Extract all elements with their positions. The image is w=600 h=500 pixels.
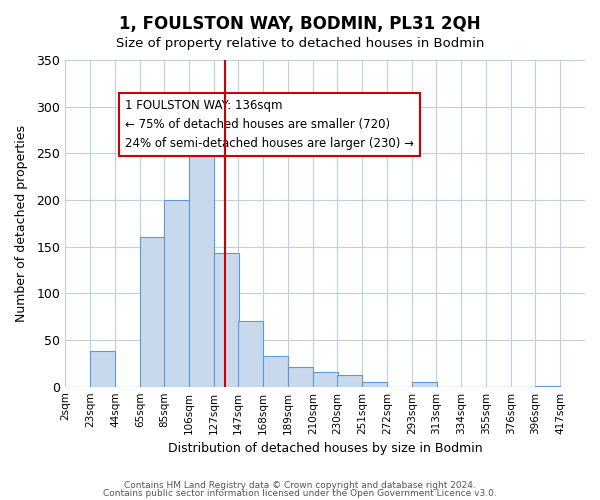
- Bar: [91, 351, 115, 386]
- Bar: [313, 372, 338, 386]
- Bar: [362, 382, 387, 386]
- Bar: [238, 322, 263, 386]
- Bar: [412, 382, 437, 386]
- Bar: [140, 238, 165, 386]
- Text: 1, FOULSTON WAY, BODMIN, PL31 2QH: 1, FOULSTON WAY, BODMIN, PL31 2QH: [119, 15, 481, 33]
- Text: Size of property relative to detached houses in Bodmin: Size of property relative to detached ho…: [116, 38, 484, 51]
- Bar: [164, 200, 189, 386]
- Text: Contains HM Land Registry data © Crown copyright and database right 2024.: Contains HM Land Registry data © Crown c…: [124, 481, 476, 490]
- Text: 1 FOULSTON WAY: 136sqm
← 75% of detached houses are smaller (720)
24% of semi-de: 1 FOULSTON WAY: 136sqm ← 75% of detached…: [125, 99, 414, 150]
- Text: Contains public sector information licensed under the Open Government Licence v3: Contains public sector information licen…: [103, 488, 497, 498]
- Y-axis label: Number of detached properties: Number of detached properties: [15, 125, 28, 322]
- Bar: [190, 147, 214, 386]
- Bar: [263, 356, 288, 386]
- Bar: [214, 253, 239, 386]
- Bar: [337, 374, 362, 386]
- Bar: [289, 367, 313, 386]
- X-axis label: Distribution of detached houses by size in Bodmin: Distribution of detached houses by size …: [168, 442, 482, 455]
